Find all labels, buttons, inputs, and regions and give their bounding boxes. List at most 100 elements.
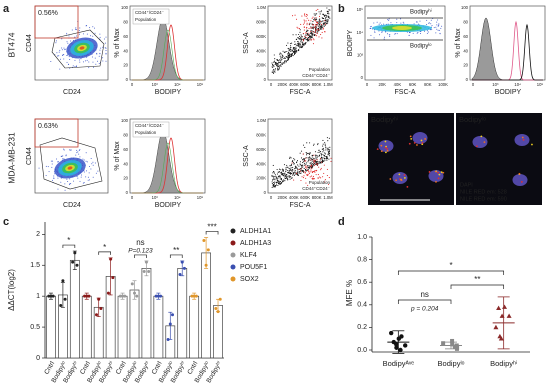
event-dot: [310, 32, 312, 35]
event-dot: [295, 49, 297, 51]
event-dot: [277, 175, 279, 177]
event-dot: [69, 149, 71, 151]
event-dot: [277, 67, 279, 69]
event-dot: [92, 161, 94, 163]
event-dot: [313, 143, 315, 145]
y-tick-label: 80: [463, 20, 468, 25]
event-dot: [103, 38, 105, 40]
event-dot: [279, 52, 281, 54]
event-dot: [280, 172, 282, 174]
event-dot: [313, 170, 315, 172]
bar: [177, 268, 188, 359]
event-dot: [293, 158, 295, 160]
cell-nucleus: [412, 132, 428, 144]
replicate-point: [154, 294, 158, 298]
event-dot: [277, 65, 279, 67]
event-dot: [308, 172, 310, 175]
event-dot: [271, 183, 273, 185]
replicate-point: [51, 294, 55, 298]
event-dot: [300, 164, 302, 166]
event-dot: [420, 32, 422, 34]
event-dot: [305, 32, 307, 34]
replicate-point: [71, 260, 75, 264]
event-dot: [322, 28, 324, 30]
event-dot: [316, 169, 318, 172]
event-dot: [321, 159, 324, 162]
event-dot: [277, 177, 279, 179]
replicate-point: [147, 269, 151, 273]
event-dot: [317, 151, 319, 154]
event-dot: [288, 50, 290, 52]
event-dot: [317, 25, 320, 27]
event-dot: [318, 161, 320, 163]
event-dot: [86, 33, 88, 35]
y-tick-label: 1: [36, 293, 40, 300]
event-dot: [317, 8, 319, 11]
event-dot: [328, 13, 330, 15]
event-dot: [295, 47, 297, 50]
bar: [69, 259, 80, 359]
event-dot: [324, 23, 326, 25]
event-dot: [312, 24, 314, 26]
y-tick-label: 10³: [357, 52, 364, 57]
x-tick-label: 0: [472, 82, 475, 87]
event-dot: [320, 156, 323, 158]
replicate-point: [156, 294, 160, 298]
event-dot: [315, 31, 317, 33]
event-dot: [419, 20, 421, 22]
event-dot: [388, 19, 390, 21]
event-dot: [279, 65, 281, 67]
legend-label: CD44⁺CD24⁻: [302, 73, 330, 78]
event-dot: [324, 31, 326, 33]
lipid-droplet: [413, 141, 416, 144]
x-tick-label: Bodipyʰⁱ: [490, 359, 517, 368]
event-dot: [308, 37, 310, 39]
event-dot: [275, 177, 277, 179]
y-tick-label: 400K: [256, 48, 266, 53]
significance-bracket: [169, 254, 183, 258]
event-dot: [274, 176, 276, 178]
event-dot: [312, 171, 314, 174]
event-dot: [273, 64, 275, 66]
event-dot: [370, 34, 372, 36]
replicate-point: [180, 260, 184, 264]
event-dot: [319, 18, 321, 20]
event-dot: [278, 59, 281, 61]
event-dot: [297, 172, 299, 174]
event-dot: [276, 168, 278, 171]
event-dot: [315, 20, 317, 22]
event-dot: [277, 68, 279, 70]
event-dot: [322, 139, 324, 142]
event-dot: [305, 162, 307, 164]
panel-label: d: [338, 216, 345, 228]
event-dot: [307, 35, 309, 37]
event-dot: [306, 14, 308, 16]
event-dot: [326, 18, 328, 20]
event-dot: [327, 183, 330, 185]
event-dot: [320, 154, 323, 156]
event-dot: [306, 152, 308, 154]
event-dot: [310, 170, 312, 172]
event-dot: [314, 28, 317, 30]
x-axis-label: BODIPY: [495, 89, 522, 96]
event-dot: [76, 35, 78, 37]
data-point: [493, 324, 499, 330]
event-dot: [285, 61, 287, 63]
event-dot: [437, 19, 439, 21]
lipid-droplet: [395, 179, 398, 182]
event-dot: [48, 171, 50, 173]
bar: [153, 295, 164, 359]
event-dot: [273, 65, 275, 67]
event-dot: [312, 166, 314, 168]
replicate-point: [87, 294, 91, 298]
event-dot: [320, 25, 322, 27]
event-dot: [383, 38, 385, 40]
event-dot: [317, 29, 319, 31]
event-dot: [324, 142, 326, 144]
x-tick-label: 0: [131, 195, 134, 200]
event-dot: [319, 13, 321, 15]
event-dot: [89, 179, 91, 181]
event-dot: [438, 24, 440, 26]
event-dot: [409, 32, 411, 34]
event-dot: [326, 157, 329, 159]
